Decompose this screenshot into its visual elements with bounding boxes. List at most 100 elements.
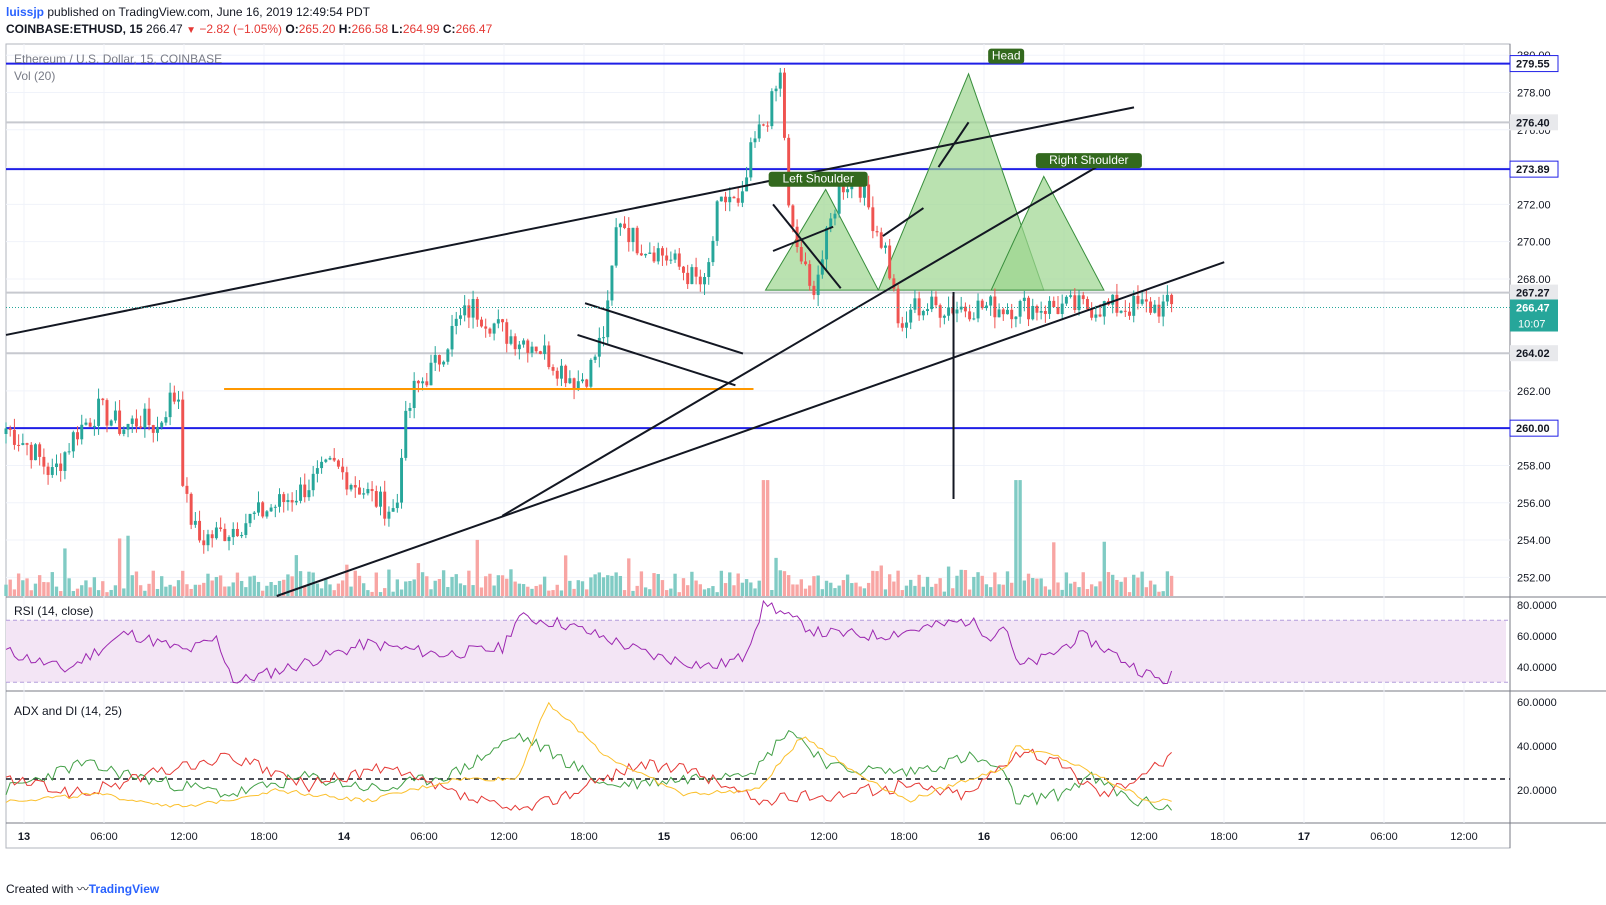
- candle-body: [168, 392, 172, 418]
- volume-bar: [753, 588, 757, 596]
- volume-bar: [269, 582, 273, 596]
- candle-body: [938, 305, 942, 318]
- volume-bar: [530, 588, 534, 596]
- price-level-tag: [1509, 419, 1559, 437]
- candle-body: [12, 429, 16, 445]
- volume-bar: [345, 564, 349, 596]
- volume-bar: [690, 571, 694, 596]
- volume-bar: [1136, 577, 1140, 596]
- volume-bar: [1169, 575, 1174, 596]
- volume-bar: [59, 591, 63, 596]
- tradingview-logo-icon[interactable]: 〰: [76, 882, 89, 896]
- price-axis-label: 278.00: [1517, 87, 1551, 99]
- trendline[interactable]: [772, 225, 834, 252]
- volume-bar: [1081, 572, 1085, 596]
- candle-body: [1157, 304, 1161, 317]
- trendline[interactable]: [772, 203, 842, 289]
- candle-body: [635, 227, 639, 254]
- candle-body: [1010, 309, 1014, 320]
- volume-bar: [420, 572, 425, 596]
- candle-body: [315, 468, 319, 474]
- volume-bar: [1089, 584, 1094, 596]
- candle-body: [783, 72, 786, 138]
- volume-bar: [235, 572, 240, 596]
- trendline[interactable]: [584, 302, 744, 355]
- candle-body: [248, 513, 252, 524]
- candle-body: [989, 296, 993, 306]
- candle-body: [1064, 296, 1068, 304]
- adx-axis-label: 60.0000: [1517, 697, 1557, 709]
- volume-bar: [669, 588, 673, 596]
- volume-bar: [357, 575, 362, 596]
- candle-body: [408, 407, 412, 411]
- candle-body: [320, 461, 324, 469]
- candle-body: [841, 182, 845, 193]
- candle-body: [311, 473, 315, 491]
- candle-body: [686, 272, 690, 285]
- candle-body: [1060, 303, 1064, 314]
- price-level-label: 264.02: [1516, 348, 1550, 360]
- candle-body: [581, 379, 584, 382]
- candle-body: [1132, 295, 1136, 316]
- candle-body: [278, 494, 281, 507]
- time-axis-label: 12:00: [810, 831, 838, 843]
- candle-body: [425, 381, 429, 386]
- volume-bar: [694, 580, 698, 596]
- volume-bar: [597, 572, 601, 596]
- volume-bar: [1005, 571, 1010, 596]
- tradingview-brand[interactable]: TradingView: [88, 882, 160, 896]
- volume-bar: [500, 575, 505, 596]
- created-with-text: Created with: [6, 882, 74, 896]
- volume-bar: [63, 548, 67, 596]
- trendline[interactable]: [276, 261, 1225, 597]
- volume-bar: [126, 535, 130, 596]
- trendline[interactable]: [882, 207, 925, 237]
- time-axis-label: 06:00: [730, 831, 758, 843]
- volume-bar: [711, 586, 715, 596]
- rsi-line: [5, 599, 1173, 685]
- volume-bar: [551, 590, 555, 596]
- head-shoulders-pattern: [877, 72, 1045, 291]
- author-link[interactable]: luissjp: [6, 5, 45, 19]
- candle-body: [728, 196, 732, 203]
- volume-bar: [1047, 589, 1052, 596]
- trendline[interactable]: [501, 166, 1097, 517]
- candle-body: [357, 487, 361, 495]
- candle-body: [656, 248, 660, 262]
- volume-bar: [261, 590, 265, 596]
- candle-body: [21, 443, 25, 445]
- volume-bar: [311, 572, 315, 596]
- candle-body: [130, 418, 134, 424]
- volume-bar: [509, 569, 513, 596]
- candle-body: [921, 311, 925, 316]
- volume-bar: [46, 582, 50, 596]
- volume-bar: [387, 569, 391, 596]
- volume-bar: [1010, 582, 1014, 596]
- volume-bar: [589, 577, 593, 596]
- candle-body: [623, 223, 627, 228]
- volume-bar: [412, 579, 416, 596]
- volume-bar: [749, 582, 753, 596]
- candle-body: [534, 346, 538, 352]
- price-level-label: 260.00: [1516, 423, 1550, 435]
- volume-bar: [829, 582, 833, 596]
- time-axis-label: 18:00: [890, 831, 918, 843]
- candle-body: [572, 378, 576, 390]
- candle-body: [126, 423, 130, 430]
- candle-body: [177, 399, 180, 402]
- candle-body: [972, 318, 976, 320]
- candle-body: [240, 534, 244, 537]
- trendline[interactable]: [937, 121, 970, 168]
- candle-body: [172, 392, 176, 402]
- candle-body: [1144, 299, 1148, 302]
- trendline[interactable]: [577, 333, 736, 387]
- volume-bar: [517, 583, 522, 596]
- candle-body: [799, 246, 803, 262]
- trendline[interactable]: [5, 106, 1135, 336]
- candle-body: [639, 253, 643, 256]
- volume-bar: [1022, 580, 1026, 596]
- candle-body: [682, 266, 685, 273]
- candle-body: [1090, 309, 1094, 318]
- candle-body: [543, 345, 547, 354]
